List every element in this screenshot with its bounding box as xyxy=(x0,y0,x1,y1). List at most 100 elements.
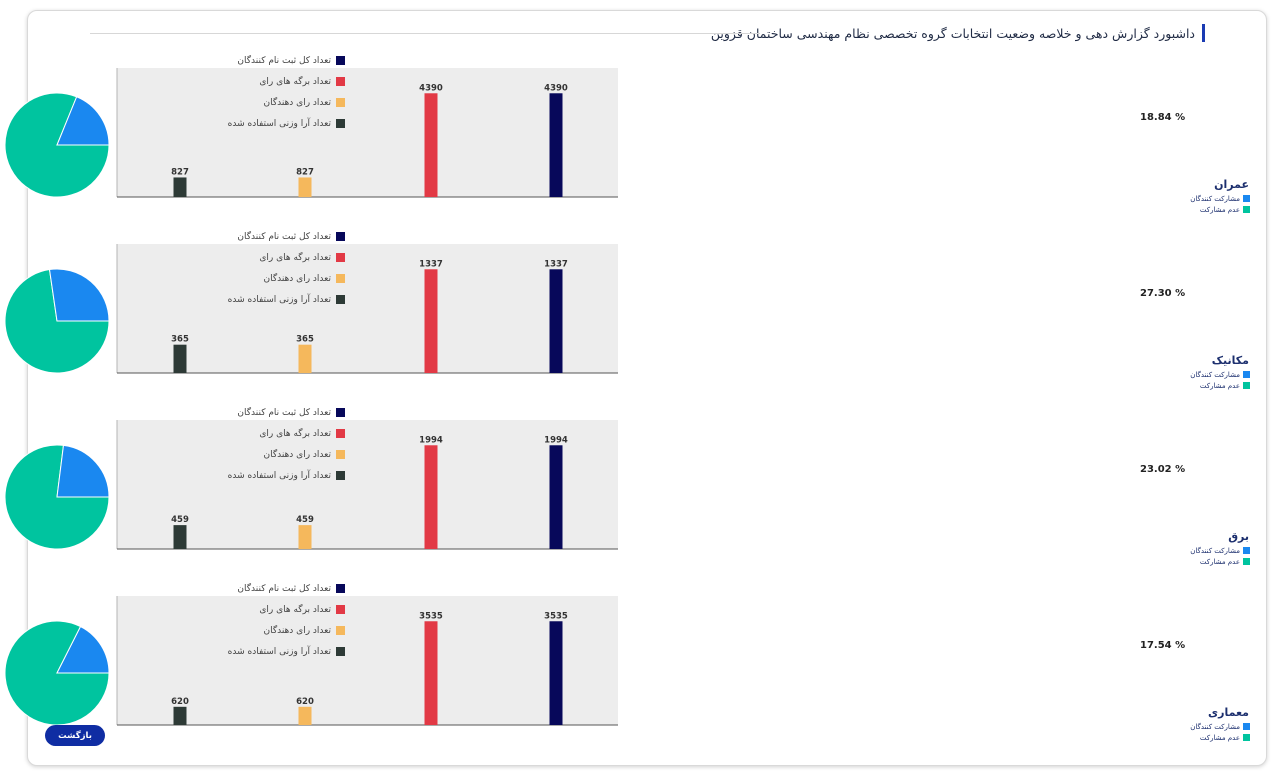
bar-3 xyxy=(424,445,438,549)
legend-swatch xyxy=(336,584,345,593)
pie-legend-label: مشارکت کنندگان xyxy=(1190,722,1240,731)
bar-1 xyxy=(173,344,187,373)
bar-legend-item: تعداد رای دهندگان xyxy=(228,620,345,641)
bar-value-label: 3535 xyxy=(544,611,568,621)
plot-area xyxy=(117,596,618,725)
bar-legend-label: تعداد برگه های رای xyxy=(259,76,331,87)
legend-swatch xyxy=(336,253,345,262)
bar-value-label: 365 xyxy=(171,335,189,345)
bar-value-label: 1994 xyxy=(544,435,568,445)
bar-legend-label: تعداد رای دهندگان xyxy=(263,273,331,284)
pie-slice-participants xyxy=(56,96,110,146)
pie-slice-participants xyxy=(56,625,110,674)
bar-chart: 459 459 1994 1994 xyxy=(116,420,618,550)
bar-legend-label: تعداد رای دهندگان xyxy=(263,625,331,636)
legend-swatch xyxy=(336,232,345,241)
bar-2 xyxy=(298,525,312,549)
bar-legend-item: تعداد کل ثبت نام کنندگان xyxy=(228,578,345,599)
bar-legend: تعداد کل ثبت نام کنندگان تعداد برگه های ر… xyxy=(228,578,345,662)
bar-2 xyxy=(298,706,312,725)
back-button[interactable]: بازگشت xyxy=(45,725,105,746)
pie-group-name: مکانیک xyxy=(1211,354,1249,367)
participation-pie-chart xyxy=(4,444,110,550)
bar-3 xyxy=(424,621,438,725)
bar-legend-item: تعداد آرا وزنی استفاده شده xyxy=(228,465,345,486)
bar-legend: تعداد کل ثبت نام کنندگان تعداد برگه های ر… xyxy=(228,50,345,134)
legend-swatch xyxy=(1243,195,1250,202)
pie-slice-non-participants xyxy=(4,444,110,550)
legend-swatch xyxy=(336,119,345,128)
bar-value-label: 1994 xyxy=(419,435,443,445)
bar-2 xyxy=(298,344,312,373)
participation-pie-chart xyxy=(4,620,110,726)
legend-swatch xyxy=(336,605,345,614)
bar-legend-label: تعداد کل ثبت نام کنندگان xyxy=(237,231,331,242)
bar-1 xyxy=(173,177,187,197)
pie-legend-label: عدم مشارکت xyxy=(1199,205,1240,214)
bar-legend-label: تعداد برگه های رای xyxy=(259,604,331,615)
chart-section: 18.84 % عمران مشارکت کنندگان عدم مشارکت 827 8… xyxy=(0,56,1280,234)
page-title: داشبورد گزارش دهی و خلاصه وضعیت انتخابات… xyxy=(710,25,1195,41)
pie-legend-label: عدم مشارکت xyxy=(1199,557,1240,566)
bar-value-label: 459 xyxy=(171,515,189,525)
legend-swatch xyxy=(336,471,345,480)
chart-section: 17.54 % معماری مشارکت کنندگان عدم مشارکت 620… xyxy=(0,584,1280,762)
legend-swatch xyxy=(336,408,345,417)
bar-2 xyxy=(298,177,312,197)
bar-value-label: 1337 xyxy=(544,259,568,269)
bar-chart: 365 365 1337 1337 xyxy=(116,244,618,374)
bar-legend-item: تعداد رای دهندگان xyxy=(228,444,345,465)
bar-4 xyxy=(549,445,563,549)
legend-swatch xyxy=(336,77,345,86)
pie-legend-item: مشارکت کنندگان xyxy=(1190,369,1250,380)
bar-legend-item: تعداد برگه های رای xyxy=(228,423,345,444)
pie-legend-label: عدم مشارکت xyxy=(1199,381,1240,390)
bar-legend-label: تعداد کل ثبت نام کنندگان xyxy=(237,583,331,594)
pie-legend: مشارکت کنندگان عدم مشارکت xyxy=(1190,721,1250,743)
participation-pie-chart xyxy=(4,92,110,198)
bar-legend-label: تعداد آرا وزنی استفاده شده xyxy=(227,470,331,481)
legend-swatch xyxy=(336,98,345,107)
bar-4 xyxy=(549,621,563,725)
bar-legend-item: تعداد برگه های رای xyxy=(228,599,345,620)
pie-legend-label: مشارکت کنندگان xyxy=(1190,194,1240,203)
legend-swatch xyxy=(336,295,345,304)
bar-chart: 827 827 4390 4390 xyxy=(116,68,618,198)
pie-legend-label: مشارکت کنندگان xyxy=(1190,546,1240,555)
legend-swatch xyxy=(1243,206,1250,213)
bar-legend-item: تعداد رای دهندگان xyxy=(228,92,345,113)
bar-value-label: 3535 xyxy=(419,611,443,621)
pie-percent-label: 18.84 % xyxy=(1140,112,1186,123)
page-header: داشبورد گزارش دهی و خلاصه وضعیت انتخابات… xyxy=(711,23,1205,43)
bar-legend-label: تعداد برگه های رای xyxy=(259,428,331,439)
bar-value-label: 365 xyxy=(296,335,314,345)
legend-swatch xyxy=(336,56,345,65)
legend-swatch xyxy=(1243,734,1250,741)
bar-legend-item: تعداد کل ثبت نام کنندگان xyxy=(228,402,345,423)
pie-legend: مشارکت کنندگان عدم مشارکت xyxy=(1190,545,1250,567)
chart-section: 27.30 % مکانیک مشارکت کنندگان عدم مشارکت 365… xyxy=(0,232,1280,410)
bar-legend-item: تعداد آرا وزنی استفاده شده xyxy=(228,289,345,310)
bar-legend-label: تعداد آرا وزنی استفاده شده xyxy=(227,646,331,657)
bar-legend-item: تعداد آرا وزنی استفاده شده xyxy=(228,113,345,134)
bar-legend-label: تعداد کل ثبت نام کنندگان xyxy=(237,407,331,418)
legend-swatch xyxy=(1243,723,1250,730)
bar-value-label: 827 xyxy=(296,167,314,177)
pie-slice-non-participants xyxy=(4,620,110,726)
pie-legend-label: مشارکت کنندگان xyxy=(1190,370,1240,379)
bar-legend-label: تعداد آرا وزنی استفاده شده xyxy=(227,294,331,305)
legend-swatch xyxy=(336,450,345,459)
bar-legend: تعداد کل ثبت نام کنندگان تعداد برگه های ر… xyxy=(228,226,345,310)
pie-legend-item: مشارکت کنندگان xyxy=(1190,193,1250,204)
bar-legend-label: تعداد برگه های رای xyxy=(259,252,331,263)
title-accent-bar xyxy=(1202,24,1205,42)
participation-pie-chart xyxy=(4,268,110,374)
bar-value-label: 620 xyxy=(296,697,314,707)
bar-legend-label: تعداد کل ثبت نام کنندگان xyxy=(237,55,331,66)
plot-area xyxy=(117,68,618,197)
legend-swatch xyxy=(1243,382,1250,389)
pie-legend-item: مشارکت کنندگان xyxy=(1190,721,1250,732)
legend-swatch xyxy=(336,647,345,656)
bar-value-label: 1337 xyxy=(419,259,443,269)
bar-value-label: 4390 xyxy=(419,83,443,93)
